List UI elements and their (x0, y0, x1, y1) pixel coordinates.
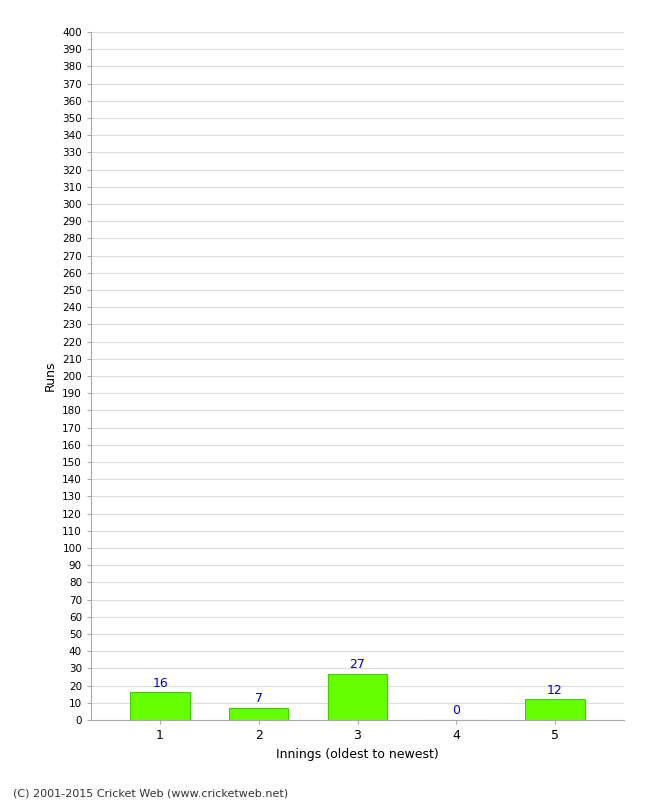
Text: 27: 27 (350, 658, 365, 671)
Bar (229, 708, 289, 720)
Text: (C) 2001-2015 Cricket Web (www.cricketweb.net): (C) 2001-2015 Cricket Web (www.cricketwe… (13, 788, 288, 798)
X-axis label: Innings (oldest to newest): Innings (oldest to newest) (276, 747, 439, 761)
Bar (525, 699, 584, 720)
Bar (131, 693, 190, 720)
Text: 16: 16 (152, 677, 168, 690)
Y-axis label: Runs: Runs (44, 361, 57, 391)
Text: 0: 0 (452, 705, 460, 718)
Bar (328, 674, 387, 720)
Text: 12: 12 (547, 684, 563, 697)
Text: 7: 7 (255, 692, 263, 706)
